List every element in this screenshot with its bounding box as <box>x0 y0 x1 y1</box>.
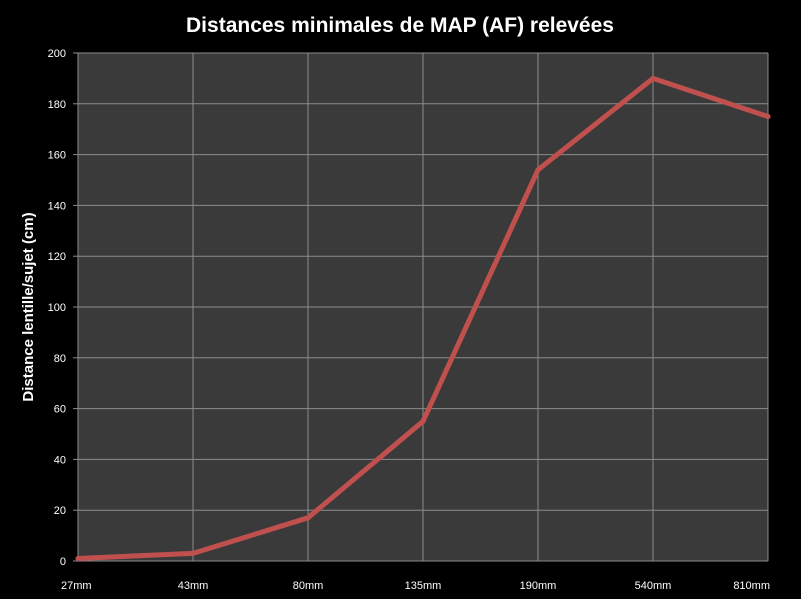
x-tick-label: 810mm <box>733 580 770 592</box>
y-tick-label: 100 <box>48 302 66 314</box>
y-axis-ticks: 0 20 40 60 80 100 120 140 160 180 200 <box>48 48 78 568</box>
data-point <box>420 418 426 424</box>
y-axis-label: Distance lentille/sujet (cm) <box>20 212 37 401</box>
x-tick-label: 135mm <box>405 580 442 592</box>
y-tick-label: 60 <box>54 404 66 416</box>
x-tick-label: 43mm <box>178 580 209 592</box>
chart-title: Distances minimales de MAP (AF) relevées <box>186 14 614 37</box>
y-tick-label: 80 <box>54 353 66 365</box>
y-tick-label: 40 <box>54 454 66 466</box>
x-tick-label: 80mm <box>293 580 324 592</box>
data-point <box>75 555 81 561</box>
x-tick-label: 190mm <box>520 580 557 592</box>
y-tick-label: 20 <box>54 505 66 517</box>
y-tick-label: 160 <box>48 150 66 162</box>
x-tick-label: 27mm <box>61 580 92 592</box>
y-tick-label: 140 <box>48 200 66 212</box>
data-point <box>650 75 656 81</box>
data-point <box>190 550 196 556</box>
data-point <box>535 167 541 173</box>
series-layer <box>75 75 771 561</box>
x-tick-label: 540mm <box>635 580 672 592</box>
x-axis-ticks: 27mm 43mm 80mm 135mm 190mm 540mm 810mm <box>61 580 770 592</box>
y-tick-label: 0 <box>60 556 66 568</box>
data-point <box>305 515 311 521</box>
y-tick-label: 180 <box>48 99 66 111</box>
y-tick-label: 120 <box>48 251 66 263</box>
y-tick-label: 200 <box>48 48 66 60</box>
data-point <box>765 114 771 119</box>
